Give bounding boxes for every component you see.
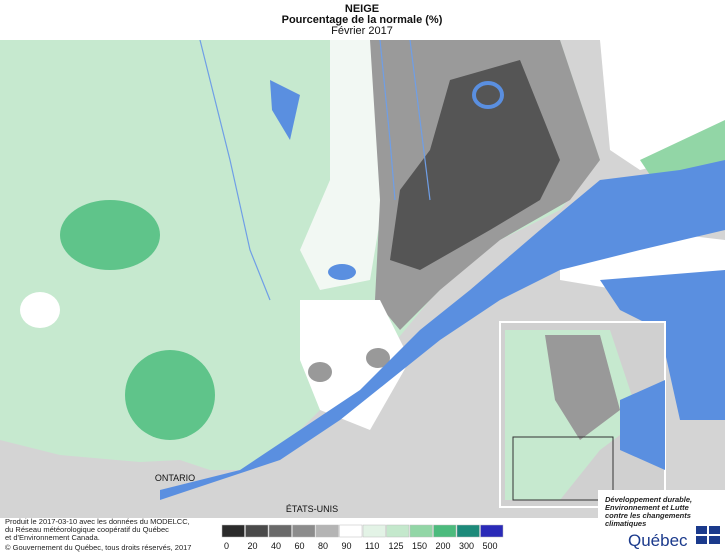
lake (472, 81, 504, 109)
ministry-line: Environnement et Lutte (605, 503, 689, 512)
gulf (600, 270, 725, 420)
river (160, 160, 725, 500)
lake (328, 264, 356, 280)
legend-label: 125 (389, 541, 404, 551)
ontario-label: ONTARIO (155, 473, 195, 483)
legend-label: 0 (224, 541, 229, 551)
credit-line: du Réseau météorologique coopératif du Q… (5, 525, 169, 534)
area-gray (308, 362, 332, 382)
usa-label: ÉTATS-UNIS (286, 504, 338, 514)
legend-swatch (245, 524, 269, 538)
area-dark (390, 60, 560, 270)
legend-label: 40 (271, 541, 281, 551)
legend-label: 20 (248, 541, 258, 551)
credit-line: Produit le 2017-03-10 avec les données d… (5, 517, 190, 526)
rivers (199, 39, 431, 301)
legend-label: 80 (318, 541, 328, 551)
legend-swatch (480, 524, 504, 538)
header-bg (0, 0, 725, 40)
legend-swatch (456, 524, 480, 538)
legend-label: 150 (412, 541, 427, 551)
legend-swatch (339, 524, 363, 538)
logo-flag (696, 526, 720, 544)
area-gray (366, 348, 390, 368)
ministry-line: climatiques (605, 519, 646, 528)
logo-name: Québec (628, 531, 688, 550)
inset-map (499, 321, 666, 508)
ministry-line: contre les changements (605, 511, 691, 520)
credit-line: et d'Environnement Canada. (5, 533, 100, 542)
legend-label: 90 (342, 541, 352, 551)
area-white (300, 300, 410, 430)
legend-label: 300 (459, 541, 474, 551)
legend-swatch (268, 524, 292, 538)
lake (270, 80, 300, 140)
legend: 0 20 40 60 80 90 110 125 150 200 300 500 (221, 524, 504, 551)
legend-swatch (386, 524, 410, 538)
legend-label: 200 (436, 541, 451, 551)
legend-swatch (221, 524, 245, 538)
legend-label: 60 (295, 541, 305, 551)
area-green-high (125, 350, 215, 440)
date: Février 2017 (331, 25, 393, 37)
title: NEIGE (345, 3, 379, 15)
copyright: © Gouvernement du Québec, tous droits ré… (5, 543, 191, 552)
area-white (20, 292, 60, 328)
legend-swatch (409, 524, 433, 538)
map (0, 39, 725, 518)
area-green-high (60, 200, 160, 270)
legend-swatch (362, 524, 386, 538)
legend-label: 110 (365, 541, 379, 551)
ministry-line: Développement durable, (605, 495, 692, 504)
legend-swatch (292, 524, 316, 538)
subtitle: Pourcentage de la normale (%) (282, 14, 443, 26)
legend-swatch (315, 524, 339, 538)
legend-label: 500 (483, 541, 498, 551)
legend-swatch (433, 524, 457, 538)
